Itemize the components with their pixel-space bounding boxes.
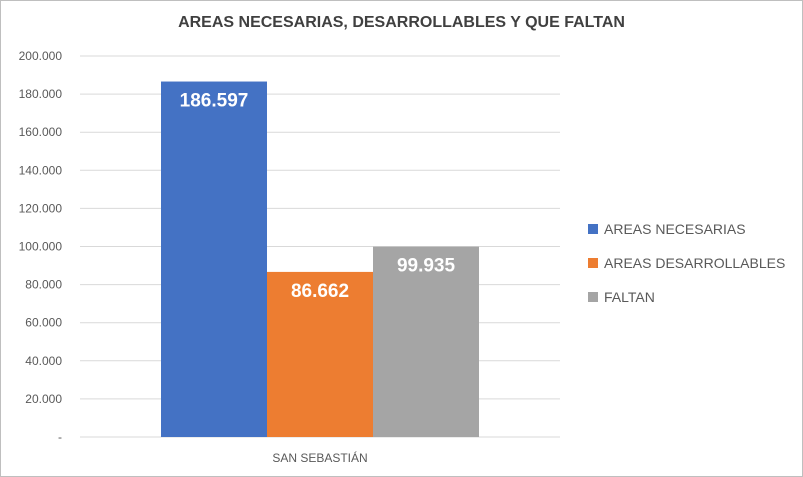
legend-swatch [588,292,598,302]
y-tick-label: 60.000 [25,316,62,330]
y-tick-label: 20.000 [25,392,62,406]
legend-item: FALTAN [588,280,785,314]
y-tick-label: 120.000 [19,201,63,215]
legend-swatch [588,224,598,234]
legend-label: AREAS NECESARIAS [604,221,746,237]
y-tick-label: 200.000 [19,49,63,63]
data-label: 186.597 [180,91,249,112]
bar-areas-desarrollables [267,271,373,437]
y-tick-label: 180.000 [19,87,63,101]
chart-title: AREAS NECESARIAS, DESARROLLABLES Y QUE F… [178,14,625,31]
y-tick-label: 100.000 [19,240,63,254]
data-label: 86.662 [291,281,349,302]
bar-areas-necesarias [161,81,267,437]
data-label: 99.935 [397,256,456,277]
legend-item: AREAS NECESARIAS [588,212,785,246]
legend-swatch [588,258,598,268]
legend-label: AREAS DESARROLLABLES [604,255,786,271]
legend-label: FALTAN [604,289,655,305]
y-tick-label: 40.000 [25,354,62,368]
y-tick-label: - [58,430,62,444]
bar-faltan [373,246,479,437]
legend-item: AREAS DESARROLLABLES [588,246,785,280]
y-tick-label: 80.000 [25,278,62,292]
y-tick-label: 160.000 [19,125,63,139]
y-tick-label: 140.000 [19,163,63,177]
x-category-label: SAN SEBASTIÁN [272,450,367,465]
chart-legend: AREAS NECESARIAS AREAS DESARROLLABLES FALT… [588,212,785,314]
